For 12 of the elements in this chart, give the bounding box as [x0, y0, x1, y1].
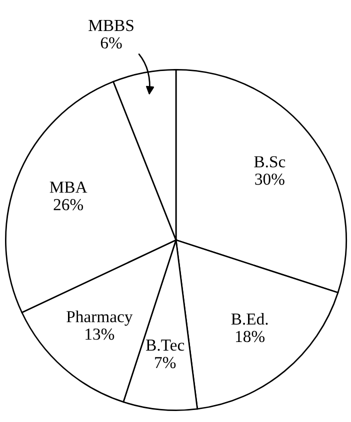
- data-label: 6%: [100, 37, 122, 49]
- slice-label: MBA: [50, 182, 88, 193]
- data-label: 7%: [155, 356, 176, 368]
- slice-label: B.Tec: [146, 340, 184, 351]
- slice-label: B.Sc: [254, 156, 286, 168]
- data-label: 18%: [236, 330, 265, 342]
- slice-label: Pharmacy: [66, 310, 133, 326]
- slice-label: B.Ed.: [231, 312, 268, 325]
- data-label: 26%: [54, 199, 84, 210]
- data-label: 13%: [86, 328, 114, 340]
- slice-label: MBBS: [88, 20, 134, 32]
- data-label: 30%: [255, 174, 284, 185]
